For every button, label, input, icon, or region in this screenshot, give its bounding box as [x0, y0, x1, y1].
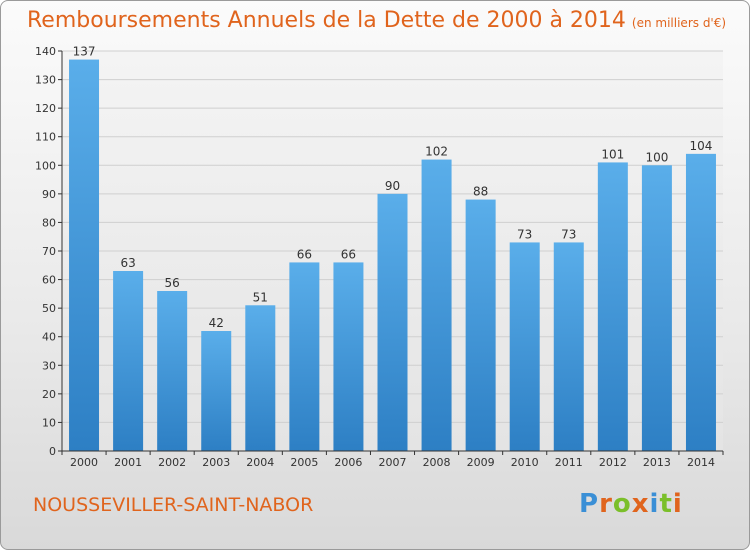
- bar: [377, 193, 408, 451]
- y-tick-label: 120: [35, 102, 56, 115]
- data-label: 63: [120, 256, 135, 270]
- x-tick-label: 2007: [379, 456, 407, 469]
- x-tick-label: 2011: [555, 456, 583, 469]
- bar: [201, 331, 232, 451]
- y-tick-label: 50: [42, 302, 56, 315]
- y-tick-label: 0: [49, 445, 56, 458]
- x-tick-label: 2001: [114, 456, 142, 469]
- x-tick-label: 2009: [467, 456, 495, 469]
- chart-title-unit: (en milliers d'€): [631, 16, 727, 30]
- data-label: 102: [425, 145, 448, 159]
- logo-letter: i: [672, 489, 683, 519]
- logo-letter: i: [649, 489, 660, 519]
- bar: [509, 242, 540, 451]
- y-tick-label: 30: [42, 359, 56, 372]
- chart-title-text: Remboursements Annuels de la Dette de 20…: [27, 8, 626, 33]
- data-label: 90: [385, 179, 400, 193]
- logo-letter: P: [579, 489, 600, 519]
- x-axis-ticks: 2000 2001 2002 2003 2004 2005 2006 2007 2008 2009…: [61, 451, 724, 469]
- y-tick-label: 20: [42, 388, 56, 401]
- y-tick-label: 130: [35, 74, 56, 87]
- x-tick-label: 2008: [423, 456, 451, 469]
- y-tick-label: 90: [42, 188, 56, 201]
- y-axis-ticks: 0 10 20 30 40 50 60 70 80 90 100 110 120 130 140: [35, 45, 62, 458]
- data-label: 88: [473, 185, 488, 199]
- bar: [597, 162, 628, 451]
- x-tick-label: 2004: [246, 456, 274, 469]
- data-label: 42: [209, 316, 224, 330]
- x-tick-label: 2000: [70, 456, 98, 469]
- data-label: 100: [645, 150, 668, 164]
- data-labels: 137 63 56 42 51 66 66 90 102 88 73 73 101 100 104: [73, 45, 713, 330]
- x-tick-label: 2005: [290, 456, 318, 469]
- logo-letter: x: [631, 489, 650, 519]
- bar: [289, 262, 320, 451]
- bar: [465, 199, 496, 451]
- data-label: 66: [341, 247, 356, 261]
- x-tick-label: 2003: [202, 456, 230, 469]
- data-label: 104: [690, 139, 713, 153]
- proxiti-logo: Proxiti: [579, 489, 683, 519]
- data-label: 137: [73, 45, 96, 59]
- bar: [421, 159, 452, 452]
- y-tick-label: 40: [42, 331, 56, 344]
- bar: [685, 153, 716, 451]
- logo-letter: o: [612, 489, 632, 519]
- x-tick-label: 2012: [599, 456, 627, 469]
- data-label: 73: [561, 227, 576, 241]
- x-tick-label: 2002: [158, 456, 186, 469]
- bar: [641, 165, 672, 452]
- data-label: 56: [165, 276, 180, 290]
- commune-name: NOUSSEVILLER-SAINT-NABOR: [33, 494, 314, 516]
- bar: [553, 242, 584, 451]
- bar: [333, 262, 364, 451]
- x-tick-label: 2010: [511, 456, 539, 469]
- y-tick-label: 100: [35, 159, 56, 172]
- bar: [245, 305, 276, 451]
- x-tick-label: 2014: [687, 456, 715, 469]
- x-tick-label: 2013: [643, 456, 671, 469]
- data-label: 101: [601, 147, 624, 161]
- logo-letter: r: [599, 489, 613, 519]
- chart-title: Remboursements Annuels de la Dette de 20…: [27, 8, 726, 33]
- axes: [61, 51, 723, 452]
- bars: [69, 59, 716, 452]
- y-tick-label: 70: [42, 245, 56, 258]
- y-tick-label: 140: [35, 45, 56, 58]
- y-tick-label: 110: [35, 131, 56, 144]
- x-tick-label: 2006: [334, 456, 362, 469]
- y-tick-label: 60: [42, 274, 56, 287]
- y-tick-label: 10: [42, 416, 56, 429]
- y-tick-label: 80: [42, 216, 56, 229]
- data-label: 73: [517, 227, 532, 241]
- bar: [157, 291, 188, 451]
- bar: [113, 271, 144, 451]
- data-label: 51: [253, 290, 268, 304]
- bar: [69, 59, 100, 451]
- logo-letter: t: [659, 489, 673, 519]
- data-label: 66: [297, 247, 312, 261]
